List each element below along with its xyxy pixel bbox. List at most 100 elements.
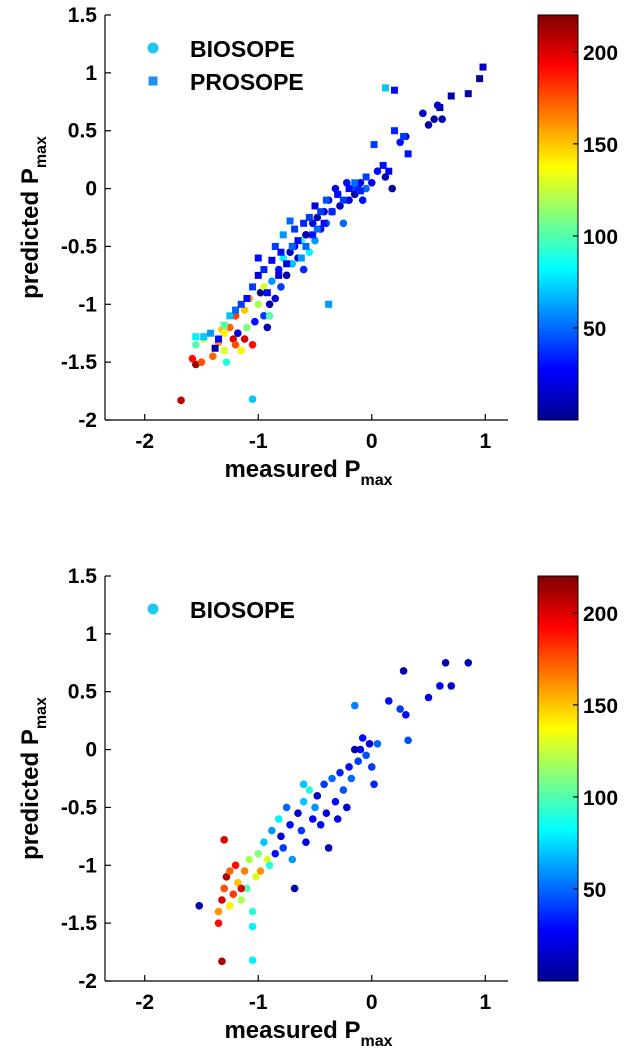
legend-marker [147, 42, 159, 54]
data-point-circle [252, 873, 260, 881]
data-point-circle [260, 312, 268, 320]
data-point-circle [396, 705, 404, 713]
data-point-circle [286, 820, 294, 829]
data-point-circle [282, 803, 291, 812]
data-point-circle [362, 184, 370, 193]
data-point-square [249, 283, 257, 291]
data-point-circle [237, 346, 246, 355]
data-point-circle [231, 861, 240, 870]
data-point-circle [362, 751, 370, 760]
data-point-circle [370, 780, 378, 789]
x-tick-label: -1 [249, 991, 268, 1014]
colorbar-tick-label: 100 [583, 226, 618, 249]
data-point-circle [311, 803, 319, 812]
data-point-circle [220, 346, 228, 355]
data-point-square [192, 333, 200, 341]
data-point-square [385, 167, 393, 175]
data-point-circle [277, 283, 285, 291]
data-point-square [297, 254, 305, 262]
data-point-circle [231, 312, 240, 320]
data-point-circle [385, 697, 393, 705]
data-point-circle [248, 340, 257, 349]
data-point-circle [299, 780, 308, 789]
data-point-circle [424, 693, 433, 702]
data-point-square [313, 225, 321, 233]
data-point-circle [243, 323, 251, 332]
colorbar-tick-label: 50 [583, 318, 606, 341]
data-point-circle [305, 786, 314, 794]
series-biosope [195, 658, 473, 966]
legend-marker [147, 603, 159, 615]
data-point-circle [297, 826, 306, 835]
data-point-circle [268, 277, 276, 285]
y-tick-label: 1.5 [68, 565, 98, 588]
data-point-circle [324, 844, 333, 852]
data-point-circle [222, 873, 231, 881]
data-point-square [379, 161, 387, 169]
y-tick-label: 1.5 [68, 4, 98, 27]
data-point-square [220, 321, 228, 329]
legend-label: BIOSOPE [190, 597, 295, 623]
data-point-circle [192, 340, 200, 349]
colorbar-frame [537, 14, 579, 421]
data-point-circle [214, 907, 223, 916]
legend-label: PROSOPE [190, 69, 304, 95]
data-point-square [207, 329, 215, 337]
data-point-circle [260, 838, 268, 846]
data-point-circle [399, 667, 408, 675]
data-point-circle [240, 867, 249, 875]
data-point-circle [441, 658, 450, 667]
data-point-square [294, 237, 302, 245]
data-point-circle [367, 763, 376, 771]
data-point-square [390, 86, 398, 94]
data-point-circle [195, 901, 204, 910]
data-point-circle [254, 849, 263, 858]
data-point-circle [328, 774, 336, 783]
data-point-square [263, 289, 271, 297]
data-point-circle [373, 167, 382, 176]
x-tick-label: 0 [366, 991, 378, 1014]
data-point-circle [197, 358, 206, 366]
data-point-circle [305, 248, 314, 257]
data-point-square [351, 179, 359, 187]
data-point-square [302, 242, 310, 250]
x-axis-label: measured Pmax [224, 456, 392, 489]
data-point-square [254, 271, 262, 279]
data-point-circle [288, 259, 297, 268]
legend-label: BIOSOPE [190, 36, 295, 62]
data-point-square [232, 306, 240, 314]
legend-marker [148, 76, 158, 86]
data-point-circle [277, 832, 285, 841]
data-point-circle [299, 265, 308, 274]
data-point-circle [356, 178, 365, 187]
data-point-circle [354, 757, 362, 765]
data-point-square [447, 92, 455, 100]
series-prosope [192, 63, 487, 352]
data-point-circle [248, 907, 257, 916]
y-tick-label: 0.5 [68, 681, 98, 704]
y-tick-label: -1.5 [61, 351, 98, 374]
data-point-square [317, 208, 325, 216]
data-point-circle [331, 184, 340, 193]
data-point-circle [265, 300, 274, 309]
data-point-circle [218, 957, 226, 966]
data-point-circle [229, 890, 238, 899]
data-point-square [226, 312, 234, 320]
y-tick-label: -1 [78, 854, 97, 877]
data-point-circle [231, 340, 240, 349]
data-point-circle [226, 867, 234, 875]
data-point-square [243, 295, 251, 302]
data-point-square [215, 335, 223, 343]
data-point-circle [271, 849, 280, 858]
data-point-circle [274, 265, 283, 274]
data-point-circle [396, 138, 404, 147]
data-point-circle [358, 734, 367, 742]
y-tick-label: 0.5 [68, 120, 98, 143]
colorbar-frame [537, 575, 579, 982]
data-point-circle [302, 231, 310, 239]
colorbar-tick-label: 200 [583, 603, 618, 626]
data-point-square [404, 150, 412, 158]
data-point-square [237, 300, 245, 308]
data-point-circle [265, 312, 274, 320]
